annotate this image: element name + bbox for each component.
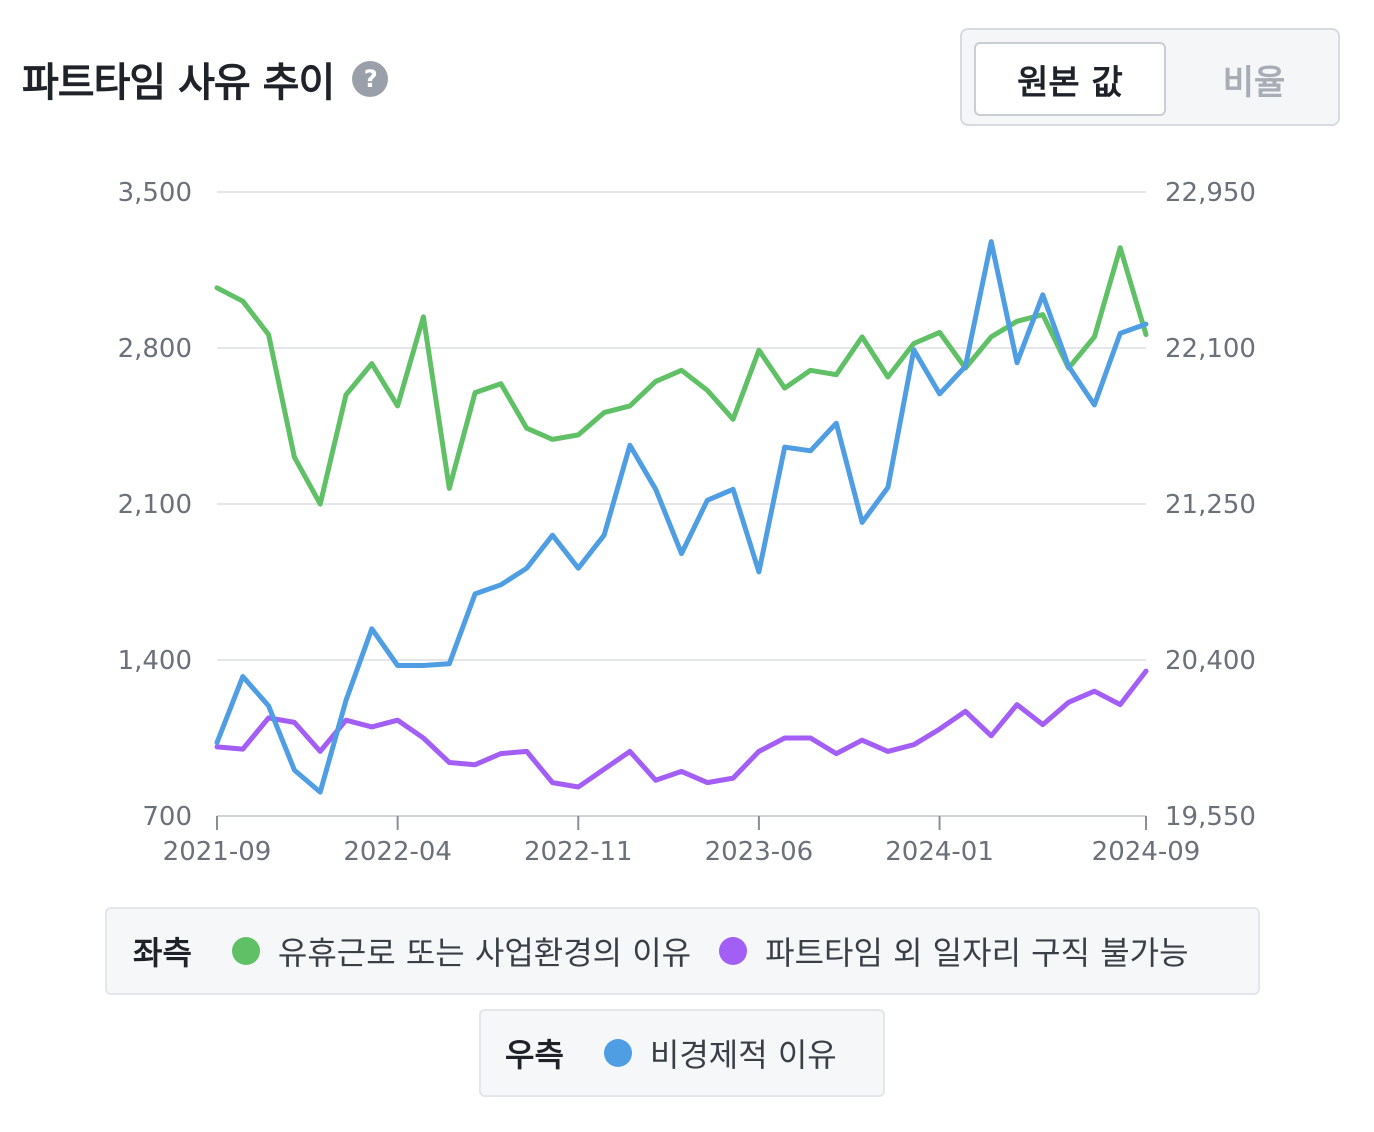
x-axis-tick-label: 2023-06: [705, 837, 814, 867]
x-axis-tick-label: 2022-11: [524, 837, 633, 867]
right-axis-legend: 우측 비경제적 이유: [479, 1009, 885, 1097]
right-axis-tick-label: 19,550: [1165, 802, 1256, 832]
legend-dot-icon: [719, 937, 748, 965]
ratio-toggle-button[interactable]: 비율: [1222, 62, 1286, 103]
page-title: 파트타임 사유 추이 ?: [22, 50, 389, 108]
help-icon[interactable]: ?: [352, 61, 389, 97]
left-axis-tick-label: 2,800: [118, 334, 192, 364]
left-axis-tick-label: 3,500: [118, 178, 192, 208]
raw-value-toggle-button[interactable]: 원본 값: [974, 42, 1166, 116]
legend-dot-icon: [231, 937, 260, 965]
x-axis-tick-label: 2024-01: [885, 837, 994, 867]
x-axis-tick-label: 2022-04: [343, 837, 452, 867]
series-line: [214, 245, 1149, 507]
right-axis-tick-label: 22,950: [1165, 178, 1256, 208]
legend-dot-icon: [603, 1039, 632, 1067]
left-axis-tick-label: 2,100: [118, 490, 192, 520]
legend-item-label: 비경제적 이유: [649, 1036, 837, 1074]
legend-item-non-economic[interactable]: 비경제적 이유: [603, 1030, 837, 1076]
right-axis-tick-label: 20,400: [1165, 646, 1256, 676]
x-axis-tick-label: 2024-09: [1092, 837, 1201, 867]
left-axis-tick-label: 700: [142, 802, 192, 832]
legend-item-no-fulltime-job[interactable]: 파트타임 외 일자리 구직 불가능: [719, 928, 1189, 974]
left-axis-legend-label: 좌측: [133, 934, 192, 972]
right-axis-legend-label: 우측: [505, 1036, 564, 1074]
legend-item-idle-work[interactable]: 유휴근로 또는 사업환경의 이유: [231, 928, 692, 974]
legend-item-label: 파트타임 외 일자리 구직 불가능: [765, 934, 1189, 972]
series-line: [214, 668, 1149, 790]
x-axis-tick-label: 2021-09: [163, 837, 272, 867]
legend-item-label: 유휴근로 또는 사업환경의 이유: [277, 934, 692, 972]
left-axis-legend: 좌측 유휴근로 또는 사업환경의 이유 파트타임 외 일자리 구직 불가능: [105, 907, 1260, 995]
title-text: 파트타임 사유 추이: [22, 60, 335, 106]
right-axis-tick-label: 22,100: [1165, 334, 1256, 364]
right-axis-tick-label: 21,250: [1165, 490, 1256, 520]
view-toggle: 원본 값 비율: [960, 28, 1340, 126]
line-chart: 700 19,550 1,400 20,400 2,100 21,250 2,800 22,1…: [118, 178, 1256, 867]
left-axis-tick-label: 1,400: [118, 646, 192, 676]
series-line: [214, 239, 1149, 795]
